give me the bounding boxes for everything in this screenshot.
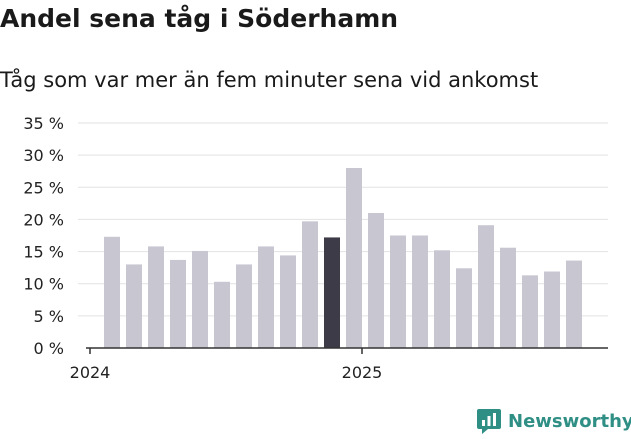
bar xyxy=(456,268,472,348)
bar xyxy=(258,246,274,348)
y-tick-label: 10 % xyxy=(23,275,64,294)
x-tick-label: 2025 xyxy=(342,363,383,382)
gridlines xyxy=(78,122,608,317)
y-tick-label: 35 % xyxy=(23,114,64,133)
bar xyxy=(544,271,560,348)
bar xyxy=(522,275,538,348)
chart-subtitle: Tåg som var mer än fem minuter sena vid … xyxy=(0,68,539,92)
x-tick-label: 2024 xyxy=(70,363,111,382)
chart-title: Andel sena tåg i Söderhamn xyxy=(0,4,399,33)
y-tick-label: 25 % xyxy=(23,178,64,197)
bar xyxy=(236,264,252,348)
bar-chart: 0 % 5 % 10 % 15 % 20 % 25 % 30 % 35 % 2024 2025 xyxy=(23,114,608,382)
bar xyxy=(324,237,340,348)
y-tick-label: 0 % xyxy=(34,339,64,358)
y-tick-label: 5 % xyxy=(34,307,64,326)
y-tick-label: 30 % xyxy=(23,146,64,165)
bar xyxy=(302,221,318,348)
bar xyxy=(346,168,362,348)
x-axis-ticks: 2024 2025 xyxy=(70,347,608,382)
bar xyxy=(368,213,384,348)
bar xyxy=(170,259,186,348)
bar xyxy=(148,246,164,348)
bars xyxy=(104,168,582,348)
bar xyxy=(104,236,120,348)
bar xyxy=(412,235,428,348)
bar xyxy=(434,250,450,348)
bar xyxy=(478,225,494,348)
newsworthy-logo-icon xyxy=(477,409,501,434)
y-axis-ticks: 0 % 5 % 10 % 15 % 20 % 25 % 30 % 35 % xyxy=(23,114,64,358)
bar xyxy=(390,235,406,348)
bar xyxy=(280,255,296,348)
brand-logo: Newsworthy xyxy=(476,407,631,435)
bar xyxy=(214,281,230,348)
y-tick-label: 15 % xyxy=(23,243,64,262)
y-tick-label: 20 % xyxy=(23,210,64,229)
bar xyxy=(500,247,516,348)
bar xyxy=(192,250,208,348)
brand-name: Newsworthy xyxy=(508,410,631,432)
bar xyxy=(566,260,582,348)
bar xyxy=(126,264,142,348)
